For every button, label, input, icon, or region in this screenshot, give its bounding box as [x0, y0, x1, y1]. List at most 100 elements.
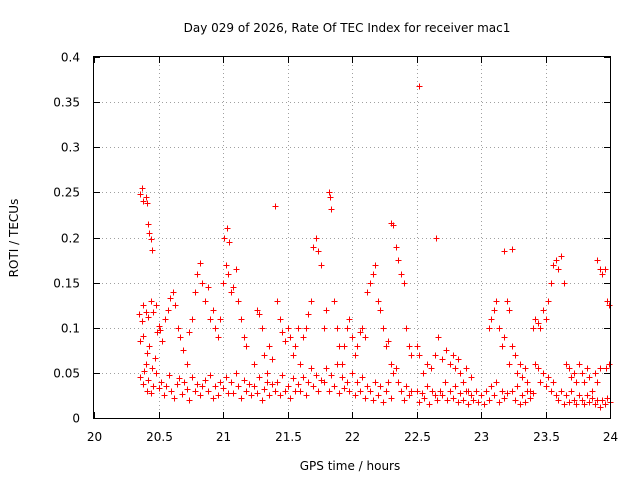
- data-point: [189, 316, 196, 323]
- data-point: [367, 280, 374, 287]
- data-point: [165, 307, 172, 314]
- data-point: [146, 343, 153, 350]
- data-point: [377, 383, 384, 390]
- data-point: [230, 390, 237, 397]
- data-point: [327, 194, 334, 201]
- data-point: [362, 334, 369, 341]
- data-point: [224, 225, 231, 232]
- data-point: [310, 244, 317, 251]
- data-point: [545, 374, 552, 381]
- data-point: [558, 388, 565, 395]
- data-point: [504, 298, 511, 305]
- data-point: [285, 325, 292, 332]
- data-point: [326, 388, 333, 395]
- data-point: [555, 397, 562, 404]
- data-point: [447, 361, 454, 368]
- data-point: [486, 397, 493, 404]
- x-tick-label: 22.5: [404, 430, 431, 444]
- data-point: [455, 399, 462, 406]
- data-point: [486, 325, 493, 332]
- data-point: [455, 356, 462, 363]
- data-point: [323, 307, 330, 314]
- data-point: [148, 390, 155, 397]
- data-point: [372, 379, 379, 386]
- data-point: [334, 325, 341, 332]
- data-point: [144, 388, 151, 395]
- data-point: [341, 385, 348, 392]
- data-point: [597, 365, 604, 372]
- data-point: [398, 388, 405, 395]
- data-point: [137, 338, 144, 345]
- x-tick-labels: 20 20.5 21 21.5 22 22.5 23 23.5 24: [87, 430, 618, 444]
- data-point: [395, 257, 402, 264]
- data-point: [233, 370, 240, 377]
- data-point: [501, 248, 508, 255]
- data-point: [390, 370, 397, 377]
- data-point: [603, 365, 610, 372]
- data-point: [269, 381, 276, 388]
- data-point: [493, 379, 500, 386]
- data-point: [212, 325, 219, 332]
- data-point: [406, 392, 413, 399]
- data-point: [207, 316, 214, 323]
- data-point: [336, 390, 343, 397]
- data-point: [439, 356, 446, 363]
- data-point: [571, 370, 578, 377]
- y-tick-label: 0.4: [61, 51, 80, 65]
- data-point: [295, 381, 302, 388]
- data-point: [385, 338, 392, 345]
- data-point: [153, 302, 160, 309]
- data-point: [468, 374, 475, 381]
- data-point: [594, 379, 601, 386]
- x-tick-label: 24: [603, 430, 618, 444]
- data-point: [416, 352, 423, 359]
- data-point: [172, 302, 179, 309]
- data-point: [197, 392, 204, 399]
- data-point: [279, 329, 286, 336]
- data-point: [491, 392, 498, 399]
- data-point: [452, 383, 459, 390]
- data-point: [581, 379, 588, 386]
- data-point: [576, 392, 583, 399]
- y-tick-label: 0.25: [53, 186, 80, 200]
- data-point: [517, 401, 524, 408]
- data-point: [346, 388, 353, 395]
- data-point: [434, 397, 441, 404]
- data-point: [235, 383, 242, 390]
- data-point: [563, 392, 570, 399]
- data-point: [432, 392, 439, 399]
- data-point: [256, 374, 263, 381]
- y-tick-label: 0.2: [61, 232, 80, 246]
- data-point: [346, 316, 353, 323]
- data-point: [530, 390, 537, 397]
- data-point: [385, 379, 392, 386]
- data-point: [166, 372, 173, 379]
- data-point: [148, 298, 155, 305]
- data-point: [228, 289, 235, 296]
- data-point: [313, 235, 320, 242]
- data-point: [475, 399, 482, 406]
- data-point: [220, 280, 227, 287]
- data-point: [506, 361, 513, 368]
- data-point: [297, 388, 304, 395]
- data-point: [256, 311, 263, 318]
- data-point: [512, 352, 519, 359]
- data-point: [139, 318, 146, 325]
- data-point: [300, 374, 307, 381]
- data-point: [388, 395, 395, 402]
- data-point: [375, 392, 382, 399]
- data-point: [589, 395, 596, 402]
- data-point: [305, 311, 312, 318]
- data-point: [509, 388, 516, 395]
- data-point: [359, 374, 366, 381]
- data-point: [586, 399, 593, 406]
- data-point: [491, 307, 498, 314]
- data-point: [140, 302, 147, 309]
- data-point: [144, 200, 151, 207]
- data-point: [395, 379, 402, 386]
- data-point: [576, 361, 583, 368]
- data-point: [468, 392, 475, 399]
- data-point: [501, 395, 508, 402]
- data-point: [308, 298, 315, 305]
- data-point: [450, 352, 457, 359]
